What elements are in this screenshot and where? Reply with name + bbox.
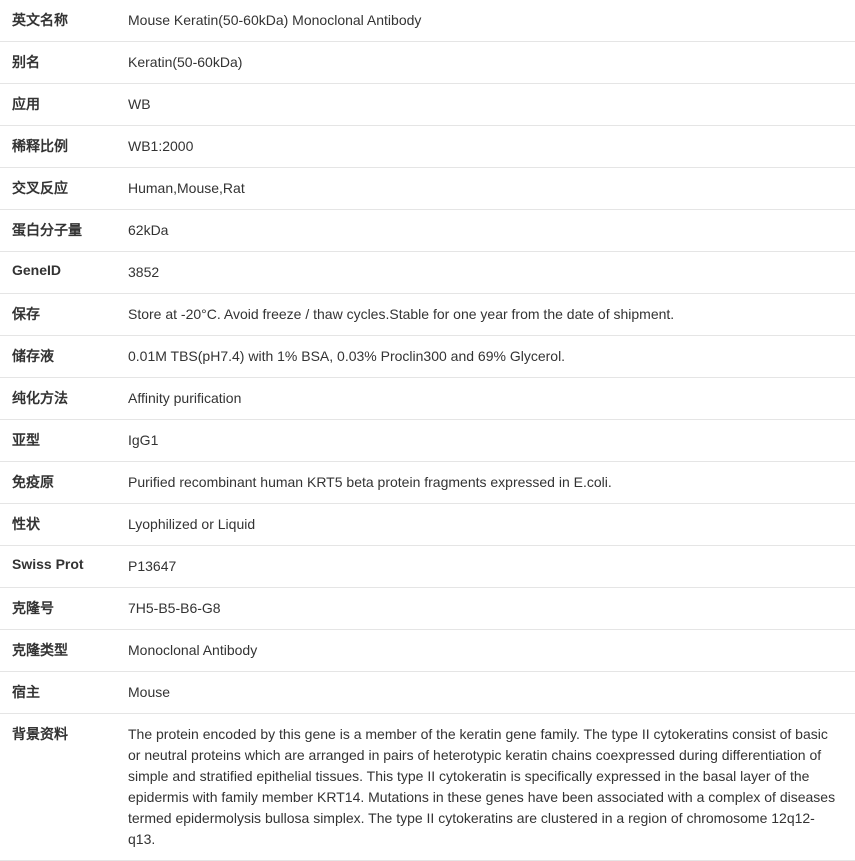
spec-label: 克隆号 — [0, 588, 128, 630]
spec-row: 稀释比例WB1:2000 — [0, 126, 855, 168]
spec-value: Monoclonal Antibody — [128, 630, 855, 672]
spec-row: GeneID3852 — [0, 252, 855, 294]
spec-row: 蛋白分子量62kDa — [0, 210, 855, 252]
spec-value: Mouse — [128, 672, 855, 714]
spec-value: The protein encoded by this gene is a me… — [128, 714, 855, 861]
spec-row: 背景资料The protein encoded by this gene is … — [0, 714, 855, 861]
spec-row: 储存液0.01M TBS(pH7.4) with 1% BSA, 0.03% P… — [0, 336, 855, 378]
spec-label: 克隆类型 — [0, 630, 128, 672]
spec-value: WB — [128, 84, 855, 126]
spec-value: Affinity purification — [128, 378, 855, 420]
spec-label: 应用 — [0, 84, 128, 126]
spec-value: Purified recombinant human KRT5 beta pro… — [128, 462, 855, 504]
spec-value: IgG1 — [128, 420, 855, 462]
spec-row: 别名Keratin(50-60kDa) — [0, 42, 855, 84]
spec-label: 保存 — [0, 294, 128, 336]
spec-row: 亚型IgG1 — [0, 420, 855, 462]
spec-row: 纯化方法Affinity purification — [0, 378, 855, 420]
spec-row: 免疫原Purified recombinant human KRT5 beta … — [0, 462, 855, 504]
spec-label: 亚型 — [0, 420, 128, 462]
spec-label: 别名 — [0, 42, 128, 84]
spec-label: 纯化方法 — [0, 378, 128, 420]
spec-row: 保存Store at -20°C. Avoid freeze / thaw cy… — [0, 294, 855, 336]
spec-value: 3852 — [128, 252, 855, 294]
spec-label: 稀释比例 — [0, 126, 128, 168]
spec-label: 宿主 — [0, 672, 128, 714]
spec-row: 克隆号7H5-B5-B6-G8 — [0, 588, 855, 630]
spec-value: Store at -20°C. Avoid freeze / thaw cycl… — [128, 294, 855, 336]
spec-value: Keratin(50-60kDa) — [128, 42, 855, 84]
spec-row: 英文名称Mouse Keratin(50-60kDa) Monoclonal A… — [0, 0, 855, 42]
spec-label: 储存液 — [0, 336, 128, 378]
spec-row: 性状Lyophilized or Liquid — [0, 504, 855, 546]
spec-row: 交叉反应Human,Mouse,Rat — [0, 168, 855, 210]
spec-label: 性状 — [0, 504, 128, 546]
spec-label: 免疫原 — [0, 462, 128, 504]
spec-label: 英文名称 — [0, 0, 128, 42]
spec-value: Lyophilized or Liquid — [128, 504, 855, 546]
spec-label: GeneID — [0, 252, 128, 294]
spec-row: 宿主Mouse — [0, 672, 855, 714]
spec-value: WB1:2000 — [128, 126, 855, 168]
spec-label: 蛋白分子量 — [0, 210, 128, 252]
spec-value: Human,Mouse,Rat — [128, 168, 855, 210]
spec-row: 应用WB — [0, 84, 855, 126]
spec-table-body: 英文名称Mouse Keratin(50-60kDa) Monoclonal A… — [0, 0, 855, 861]
spec-label: 交叉反应 — [0, 168, 128, 210]
spec-row: 克隆类型Monoclonal Antibody — [0, 630, 855, 672]
spec-value: 0.01M TBS(pH7.4) with 1% BSA, 0.03% Proc… — [128, 336, 855, 378]
spec-row: Swiss ProtP13647 — [0, 546, 855, 588]
spec-value: 7H5-B5-B6-G8 — [128, 588, 855, 630]
spec-label: Swiss Prot — [0, 546, 128, 588]
spec-value: Mouse Keratin(50-60kDa) Monoclonal Antib… — [128, 0, 855, 42]
spec-table: 英文名称Mouse Keratin(50-60kDa) Monoclonal A… — [0, 0, 855, 861]
spec-value: 62kDa — [128, 210, 855, 252]
spec-label: 背景资料 — [0, 714, 128, 861]
spec-value: P13647 — [128, 546, 855, 588]
